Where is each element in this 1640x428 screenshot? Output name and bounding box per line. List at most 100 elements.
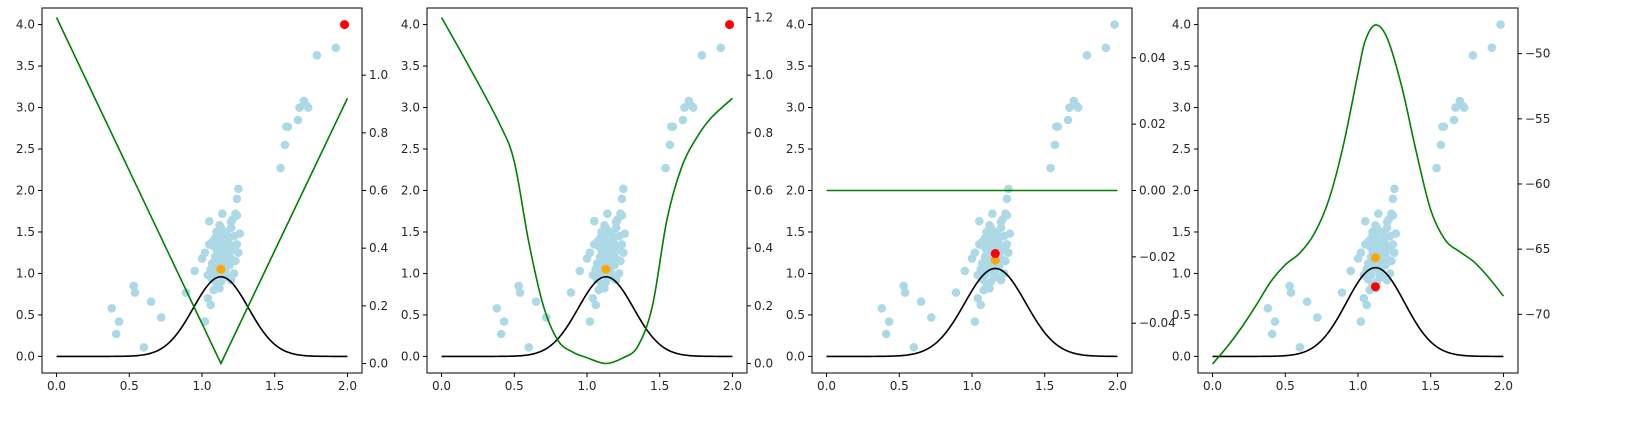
y-tick-label: 4.0 bbox=[401, 18, 420, 32]
y-tick-label: 0.0 bbox=[1172, 349, 1191, 363]
y2-tick-label: 1.0 bbox=[369, 68, 388, 82]
x-tick-label: 1.0 bbox=[192, 379, 211, 393]
y-tick-label: 3.0 bbox=[1172, 101, 1191, 115]
scatter-point bbox=[303, 103, 313, 112]
panel-2: 0.0 0.5 1.0 1.5 2.0 0.0 0.5 1.0 1.5 2.0 2.5 3.0 3.5 4… bbox=[401, 7, 773, 393]
y-tick-label: 1.5 bbox=[1172, 225, 1191, 239]
x-tick-label: 1.5 bbox=[265, 379, 284, 393]
scatter-point bbox=[1436, 140, 1446, 150]
scatter-point bbox=[139, 342, 149, 352]
scatter-series bbox=[492, 20, 734, 352]
orange-point bbox=[1370, 253, 1380, 263]
scatter-point bbox=[614, 269, 624, 278]
y-tick-label: 2.5 bbox=[1172, 142, 1191, 156]
scatter-point bbox=[585, 248, 595, 258]
scatter-point bbox=[996, 217, 1006, 227]
x-tick-label: 1.0 bbox=[1348, 379, 1367, 393]
x-tick-label: 0.0 bbox=[47, 379, 66, 393]
scatter-series bbox=[877, 20, 1119, 352]
scatter-point bbox=[1263, 303, 1273, 313]
scatter-point bbox=[312, 50, 322, 60]
y2-tick-label: −60 bbox=[1525, 177, 1550, 191]
scatter-point bbox=[688, 103, 698, 112]
scatter-point bbox=[986, 277, 996, 287]
scatter-point bbox=[276, 163, 285, 173]
scatter-point bbox=[877, 303, 887, 313]
y-tick-label: 3.0 bbox=[786, 101, 805, 115]
scatter-point bbox=[716, 43, 726, 53]
y-tick-label: 2.0 bbox=[401, 184, 420, 198]
scatter-point bbox=[985, 221, 994, 230]
scatter-point bbox=[592, 259, 602, 268]
y-tick-label: 3.5 bbox=[16, 59, 35, 73]
y-tick-label: 4.0 bbox=[786, 18, 805, 32]
y2-tick-label: 0.0 bbox=[369, 356, 388, 370]
scatter-point bbox=[611, 275, 621, 285]
scatter-point bbox=[234, 184, 243, 194]
y-tick-label: 0.5 bbox=[16, 308, 35, 322]
black-curve bbox=[826, 267, 1118, 358]
y2-tick-label: 0.4 bbox=[369, 241, 388, 255]
scatter-point bbox=[619, 184, 628, 194]
red-point bbox=[340, 20, 350, 30]
x-tick-label: 0.0 bbox=[432, 379, 451, 393]
scatter-point bbox=[1388, 240, 1398, 249]
scatter-point bbox=[499, 317, 509, 326]
scatter-point bbox=[591, 300, 601, 310]
x-tick-label: 0.5 bbox=[505, 379, 524, 393]
y-tick-label: 2.5 bbox=[16, 142, 35, 156]
scatter-point bbox=[1432, 163, 1441, 173]
y-tick-label: 3.5 bbox=[401, 59, 420, 73]
scatter-point bbox=[1459, 103, 1469, 112]
scatter-point bbox=[601, 277, 611, 287]
scatter-point bbox=[130, 288, 140, 297]
scatter-point bbox=[680, 103, 689, 112]
scatter-point bbox=[899, 281, 908, 291]
scatter-point bbox=[665, 140, 675, 150]
scatter-point bbox=[496, 329, 506, 339]
x-tick-label: 0.5 bbox=[1276, 379, 1295, 393]
scatter-point bbox=[988, 209, 997, 219]
scatter-point bbox=[1487, 43, 1497, 53]
scatter-point bbox=[678, 115, 688, 125]
scatter-point bbox=[220, 227, 230, 237]
scatter-point bbox=[215, 284, 224, 293]
scatter-point bbox=[515, 288, 525, 297]
y-tick-label: 0.5 bbox=[786, 308, 805, 322]
black-curve bbox=[1212, 266, 1504, 358]
scatter-point bbox=[996, 275, 1006, 285]
scatter-point bbox=[1390, 248, 1399, 258]
y-tick-label: 1.5 bbox=[786, 225, 805, 239]
scatter-point bbox=[1110, 20, 1119, 29]
red-point bbox=[1370, 282, 1380, 292]
scatter-point bbox=[282, 122, 291, 131]
y2-tick-label: 0.6 bbox=[754, 184, 773, 198]
x-tick-label: 2.0 bbox=[723, 379, 742, 393]
y2-tick-label: 0.8 bbox=[754, 126, 773, 140]
scatter-point bbox=[982, 231, 991, 241]
x-tick-label: 1.0 bbox=[962, 379, 981, 393]
scatter-point bbox=[190, 266, 200, 276]
scatter-series bbox=[107, 20, 349, 352]
scatter-point bbox=[605, 227, 615, 237]
scatter-point bbox=[1337, 288, 1347, 297]
scatter-point bbox=[617, 240, 627, 249]
scatter-point bbox=[600, 284, 609, 293]
scatter-point bbox=[1382, 217, 1392, 227]
scatter-point bbox=[881, 329, 891, 339]
scatter-point bbox=[203, 294, 213, 303]
x-tick-label: 0.5 bbox=[890, 379, 909, 393]
y-tick-label: 3.0 bbox=[16, 101, 35, 115]
scatter-point bbox=[1046, 163, 1055, 173]
scatter-point bbox=[1286, 288, 1296, 297]
scatter-point bbox=[223, 237, 233, 247]
plot-frame bbox=[426, 7, 748, 374]
scatter-point bbox=[951, 288, 961, 297]
y-tick-label: 2.0 bbox=[786, 184, 805, 198]
y-tick-label: 0.0 bbox=[16, 349, 35, 363]
scatter-point bbox=[1356, 248, 1366, 258]
panel-1: 0.0 0.5 1.0 1.5 2.0 0.0 0.5 1.0 1.5 2.0 2.5 3.0 3.5 4… bbox=[16, 7, 388, 393]
plot-frame bbox=[1197, 7, 1519, 374]
scatter-point bbox=[229, 231, 239, 241]
